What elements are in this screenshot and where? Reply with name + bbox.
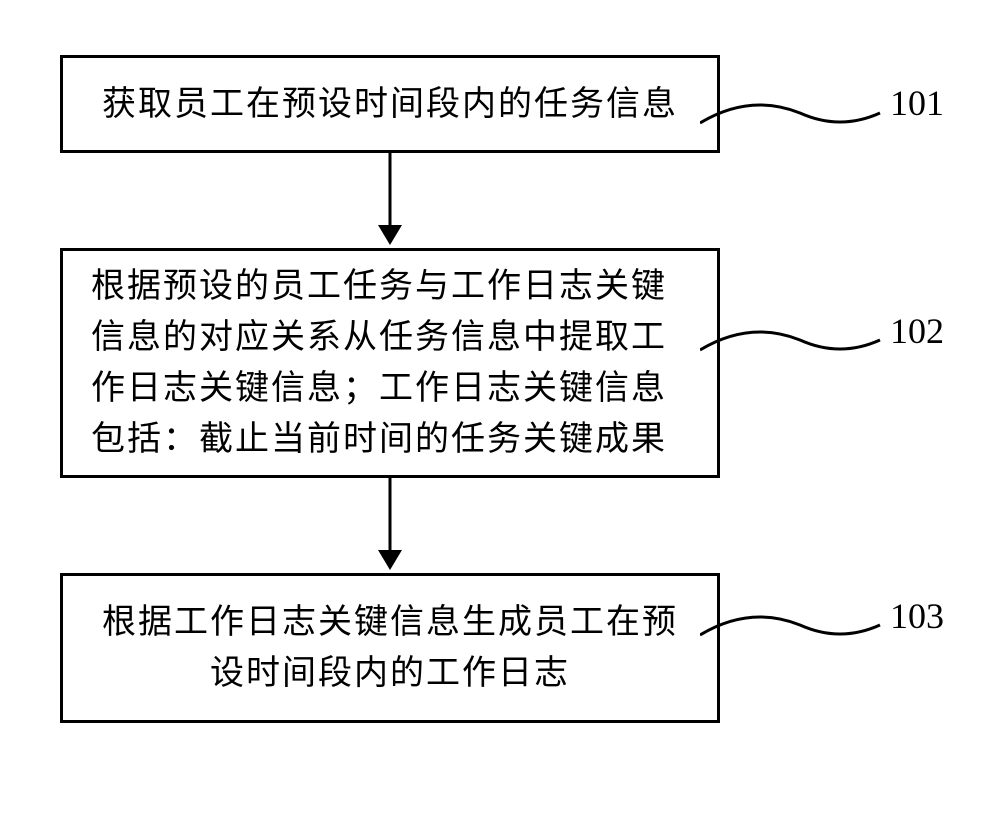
flow-step-text: 根据工作日志关键信息生成员工在预设时间段内的工作日志 xyxy=(91,597,689,699)
flowchart-container: 获取员工在预设时间段内的任务信息 101 根据预设的员工任务与工作日志关键信息的… xyxy=(60,55,940,723)
connector-102 xyxy=(700,330,900,390)
arrow-2-3 xyxy=(60,478,720,573)
flow-step-102: 根据预设的员工任务与工作日志关键信息的对应关系从任务信息中提取工作日志关键信息；… xyxy=(60,248,720,478)
flow-step-101: 获取员工在预设时间段内的任务信息 xyxy=(60,55,720,153)
connector-101 xyxy=(700,103,900,163)
step-label-103: 103 xyxy=(890,595,944,637)
flow-step-103: 根据工作日志关键信息生成员工在预设时间段内的工作日志 xyxy=(60,573,720,723)
step-label-102: 102 xyxy=(890,310,944,352)
arrow-1-2 xyxy=(60,153,720,248)
connector-103 xyxy=(700,615,900,675)
step-label-101: 101 xyxy=(890,82,944,124)
flow-step-text: 根据预设的员工任务与工作日志关键信息的对应关系从任务信息中提取工作日志关键信息；… xyxy=(91,261,689,465)
flow-step-text: 获取员工在预设时间段内的任务信息 xyxy=(102,79,678,130)
